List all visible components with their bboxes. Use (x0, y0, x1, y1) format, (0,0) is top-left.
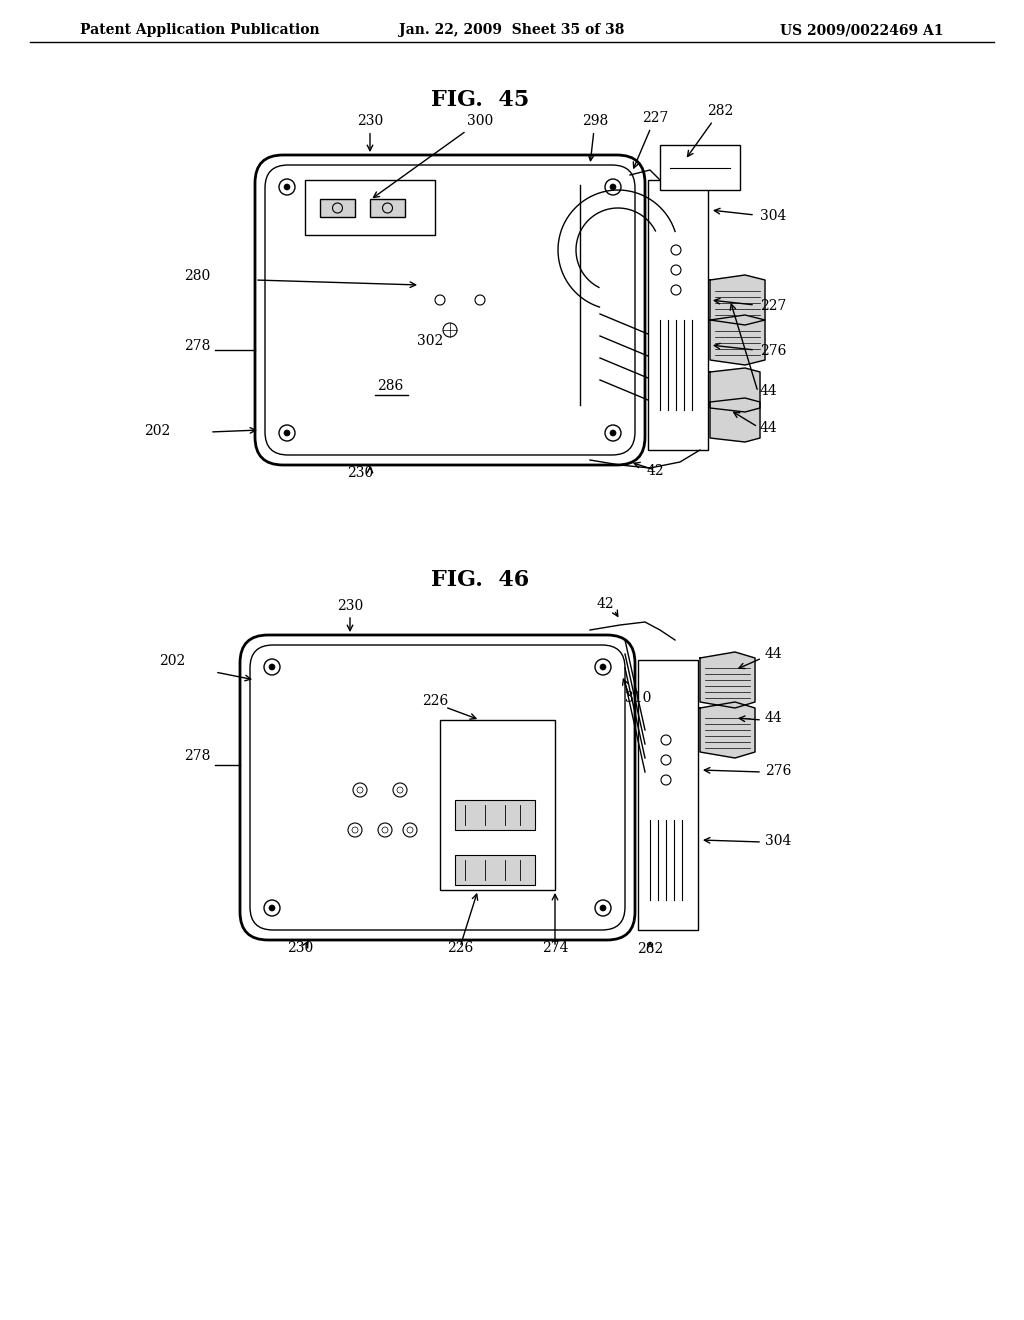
Text: 304: 304 (760, 209, 786, 223)
Text: 230: 230 (337, 599, 364, 612)
Text: 274: 274 (542, 941, 568, 954)
Text: 202: 202 (159, 653, 185, 668)
Text: 282: 282 (687, 104, 733, 157)
Circle shape (610, 430, 616, 436)
Text: FIG.  46: FIG. 46 (431, 569, 529, 591)
Text: 286: 286 (377, 379, 403, 393)
Text: 282: 282 (637, 942, 664, 956)
Bar (370, 199, 406, 216)
Polygon shape (710, 315, 765, 366)
Circle shape (284, 183, 290, 190)
Text: 304: 304 (765, 834, 792, 847)
Text: 276: 276 (765, 764, 792, 777)
Text: 44: 44 (760, 384, 778, 399)
Bar (638, 660, 698, 931)
Bar (319, 199, 355, 216)
Polygon shape (700, 652, 755, 708)
Bar (455, 800, 535, 830)
Circle shape (610, 183, 616, 190)
Text: 300: 300 (374, 114, 494, 198)
Circle shape (269, 664, 275, 671)
Polygon shape (700, 702, 755, 758)
Bar (455, 855, 535, 884)
Polygon shape (710, 399, 760, 442)
Text: FIG.  45: FIG. 45 (431, 88, 529, 111)
Circle shape (284, 430, 290, 436)
Bar (660, 145, 740, 190)
Bar (305, 180, 435, 235)
Text: 44: 44 (765, 711, 782, 725)
Text: Jan. 22, 2009  Sheet 35 of 38: Jan. 22, 2009 Sheet 35 of 38 (399, 22, 625, 37)
Text: 298: 298 (582, 114, 608, 161)
Text: Patent Application Publication: Patent Application Publication (80, 22, 319, 37)
Text: 278: 278 (183, 339, 210, 352)
Bar (648, 180, 708, 450)
Text: 278: 278 (183, 748, 210, 763)
Bar (440, 719, 555, 890)
Text: 276: 276 (760, 345, 786, 358)
Text: 280: 280 (183, 269, 210, 282)
Circle shape (269, 906, 275, 911)
Text: 310: 310 (625, 690, 651, 705)
Polygon shape (710, 368, 760, 412)
Polygon shape (710, 275, 765, 325)
Text: 44: 44 (765, 647, 782, 661)
Circle shape (600, 906, 606, 911)
Text: 226: 226 (446, 941, 473, 954)
Text: 230: 230 (347, 466, 373, 480)
Text: 230: 230 (357, 114, 383, 150)
Text: 227: 227 (760, 300, 786, 313)
Text: 42: 42 (596, 597, 613, 611)
Text: 202: 202 (143, 424, 170, 438)
Text: 44: 44 (760, 421, 778, 436)
Text: 42: 42 (646, 465, 664, 478)
Text: US 2009/0022469 A1: US 2009/0022469 A1 (780, 22, 944, 37)
Text: 230: 230 (287, 941, 313, 954)
Circle shape (600, 664, 606, 671)
Text: 227: 227 (633, 111, 669, 168)
Text: 302: 302 (417, 334, 443, 348)
Text: 226: 226 (422, 694, 449, 708)
